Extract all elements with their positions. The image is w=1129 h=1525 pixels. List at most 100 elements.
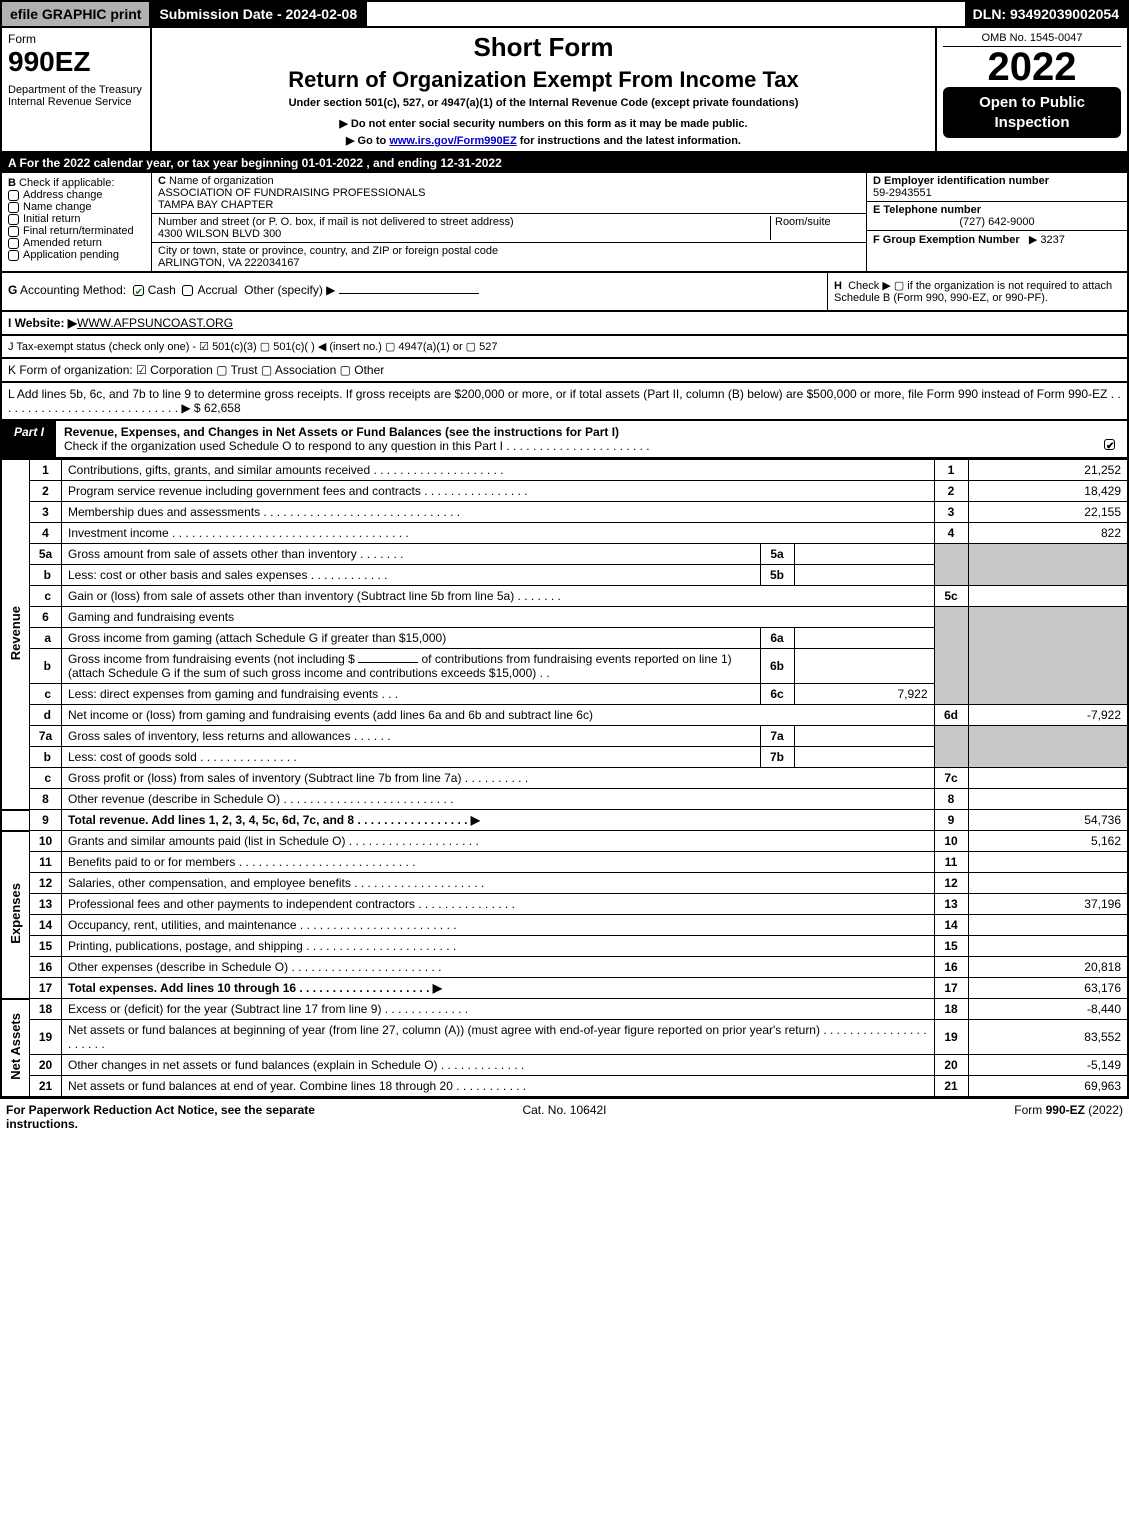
block-bcdef: B Check if applicable: Address change Na… [0, 173, 1129, 273]
irs-link[interactable]: www.irs.gov/Form990EZ [389, 135, 516, 147]
rn-6d: 6d [934, 705, 968, 726]
part1-label: Part I [2, 421, 56, 457]
chk-name-change[interactable] [8, 202, 19, 213]
mn-5a: 5a [760, 544, 794, 565]
desc-5c: Gain or (loss) from sale of assets other… [62, 586, 935, 607]
rn-21: 21 [934, 1076, 968, 1098]
mv-7a [794, 726, 934, 747]
rn-7c: 7c [934, 768, 968, 789]
h-label: H [834, 280, 842, 292]
ln-15: 15 [30, 936, 62, 957]
chk-application-pending[interactable] [8, 250, 19, 261]
ln-1: 1 [30, 460, 62, 481]
val-5c [968, 586, 1128, 607]
desc-3: Membership dues and assessments . . . . … [62, 502, 935, 523]
revenue-side: Revenue [1, 460, 30, 810]
b-text: Check if applicable: [19, 177, 114, 189]
org-name: ASSOCIATION OF FUNDRAISING PROFESSIONALS… [158, 187, 426, 211]
rn-10: 10 [934, 831, 968, 852]
footer-right: Form 990-EZ (2022) [751, 1103, 1123, 1131]
desc-6b-1: Gross income from fundraising events (no… [68, 652, 355, 666]
rv-5ab-gray [968, 544, 1128, 586]
mn-6b: 6b [760, 649, 794, 684]
val-8 [968, 789, 1128, 810]
desc-6b: Gross income from fundraising events (no… [62, 649, 761, 684]
rn-7ab-gray [934, 726, 968, 768]
val-11 [968, 852, 1128, 873]
ln-14: 14 [30, 915, 62, 936]
g-label: G [8, 283, 17, 297]
val-1: 21,252 [968, 460, 1128, 481]
i-label: I Website: ▶ [8, 316, 77, 330]
part1-title-text: Revenue, Expenses, and Changes in Net As… [64, 425, 619, 439]
ln-10: 10 [30, 831, 62, 852]
val-13: 37,196 [968, 894, 1128, 915]
revenue-side-end [1, 810, 30, 831]
page-footer: For Paperwork Reduction Act Notice, see … [0, 1098, 1129, 1135]
row-gh: G Accounting Method: Cash Accrual Other … [0, 273, 1129, 312]
rn-1: 1 [934, 460, 968, 481]
org-city: ARLINGTON, VA 222034167 [158, 257, 299, 269]
col-c: C Name of organization ASSOCIATION OF FU… [152, 173, 867, 271]
mn-5b: 5b [760, 565, 794, 586]
ln-4: 4 [30, 523, 62, 544]
lines-table: Revenue 1 Contributions, gifts, grants, … [0, 459, 1129, 1098]
c-label: C [158, 175, 166, 187]
mv-6a [794, 628, 934, 649]
chk-amended-return[interactable] [8, 238, 19, 249]
rn-20: 20 [934, 1055, 968, 1076]
desc-12: Salaries, other compensation, and employ… [62, 873, 935, 894]
efile-print[interactable]: efile GRAPHIC print [2, 2, 151, 26]
desc-9: Total revenue. Add lines 1, 2, 3, 4, 5c,… [62, 810, 935, 831]
rn-3: 3 [934, 502, 968, 523]
chk-cash[interactable] [133, 285, 144, 296]
ln-6b: b [30, 649, 62, 684]
website-link[interactable]: WWW.AFPSUNCOAST.ORG [77, 316, 233, 330]
short-form-title: Short Form [160, 32, 927, 63]
desc-6d: Net income or (loss) from gaming and fun… [62, 705, 935, 726]
chk-accrual[interactable] [182, 285, 193, 296]
opt-other: Other (specify) ▶ [244, 283, 335, 297]
val-15 [968, 936, 1128, 957]
ln-5a: 5a [30, 544, 62, 565]
g-text: Accounting Method: [20, 283, 126, 297]
rn-18: 18 [934, 999, 968, 1020]
top-bar: efile GRAPHIC print Submission Date - 20… [0, 0, 1129, 28]
part1-check-text: Check if the organization used Schedule … [64, 439, 650, 453]
desc-17: Total expenses. Add lines 10 through 16 … [62, 978, 935, 999]
ln-6: 6 [30, 607, 62, 628]
mn-6a: 6a [760, 628, 794, 649]
desc-13: Professional fees and other payments to … [62, 894, 935, 915]
return-title: Return of Organization Exempt From Incom… [160, 67, 927, 93]
val-4: 822 [968, 523, 1128, 544]
org-address: 4300 WILSON BLVD 300 [158, 228, 281, 240]
rn-5ab-gray [934, 544, 968, 586]
mn-6c: 6c [760, 684, 794, 705]
val-20: -5,149 [968, 1055, 1128, 1076]
rv-6-gray [968, 607, 1128, 705]
f-label: F Group Exemption Number [873, 234, 1020, 246]
room-lbl: Room/suite [770, 216, 860, 240]
city-lbl: City or town, state or province, country… [158, 245, 498, 257]
mv-5b [794, 565, 934, 586]
desc-2: Program service revenue including govern… [62, 481, 935, 502]
mv-5a [794, 544, 934, 565]
row-j: J Tax-exempt status (check only one) - ☑… [0, 336, 1129, 359]
chk-address-change[interactable] [8, 190, 19, 201]
c-name-lbl: Name of organization [169, 175, 274, 187]
form-word: Form [8, 32, 144, 46]
ln-19: 19 [30, 1020, 62, 1055]
chk-schedule-o[interactable] [1104, 439, 1115, 450]
chk-initial-return[interactable] [8, 214, 19, 225]
open-public-badge: Open to Public Inspection [943, 87, 1121, 138]
desc-14: Occupancy, rent, utilities, and maintena… [62, 915, 935, 936]
header-right: OMB No. 1545-0047 2022 Open to Public In… [937, 28, 1127, 151]
ln-6a: a [30, 628, 62, 649]
opt-initial-return: Initial return [23, 213, 80, 225]
form-header: Form 990EZ Department of the Treasury In… [0, 28, 1129, 153]
g-cell: G Accounting Method: Cash Accrual Other … [2, 273, 827, 310]
ln-20: 20 [30, 1055, 62, 1076]
chk-final-return[interactable] [8, 226, 19, 237]
desc-1: Contributions, gifts, grants, and simila… [62, 460, 935, 481]
ln-3: 3 [30, 502, 62, 523]
